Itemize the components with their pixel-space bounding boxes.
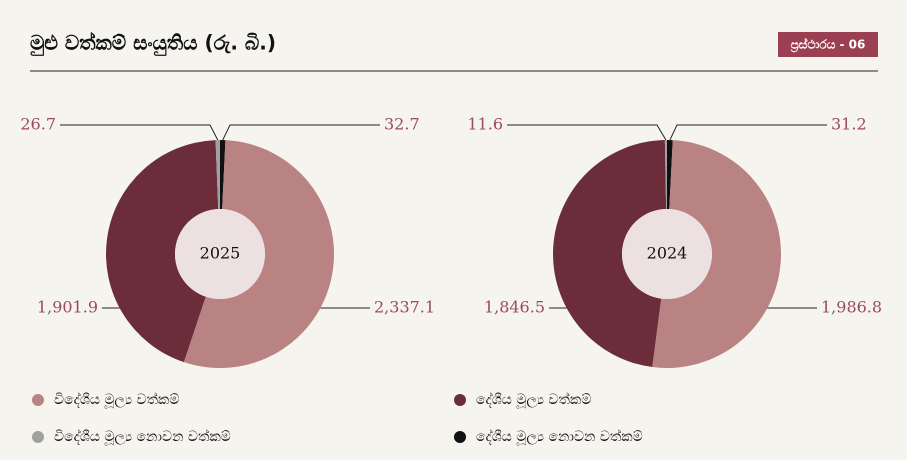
value-label: 31.2	[831, 115, 867, 134]
value-label: 11.6	[467, 115, 503, 134]
value-label: 2,337.1	[374, 298, 435, 317]
donut-slice	[552, 140, 667, 368]
legend-swatch	[454, 431, 466, 443]
value-label: 32.7	[384, 115, 420, 134]
value-label: 26.7	[20, 115, 56, 134]
donut-title: 2025	[200, 244, 241, 263]
donut-slice	[667, 140, 673, 210]
leader-line	[60, 124, 219, 141]
donut-center	[622, 209, 712, 299]
legend-label: දේශීය මූල්‍ය නොවන වත්කම්	[476, 429, 643, 446]
donut-slice	[652, 140, 781, 368]
leader-line	[507, 124, 667, 141]
legend-swatch	[32, 394, 44, 406]
leader-line	[222, 124, 380, 141]
donut-slice	[215, 140, 220, 210]
donut-slice	[220, 140, 226, 210]
value-label: 1,986.8	[821, 298, 882, 317]
badge	[778, 32, 878, 57]
donut-center	[175, 209, 265, 299]
page-title: මුළු වත්කම් සංයුතිය (රු. බි.)	[30, 30, 276, 57]
legend-label: දේශීය මූල්‍ය වත්කම්	[476, 392, 591, 409]
value-label: 1,901.9	[37, 298, 98, 317]
value-label: 1,846.5	[484, 298, 545, 317]
legend-swatch	[32, 431, 44, 443]
donut-slice	[183, 140, 334, 368]
donut-slice	[105, 140, 219, 363]
donut-title: 2024	[647, 244, 688, 263]
donut-slice	[664, 140, 667, 210]
legend-label: විදේශීය මූල්‍ය නොවන වත්කම්	[54, 429, 231, 446]
badge-text: ප්‍රස්ථාරය - 06	[791, 37, 866, 53]
legend-label: විදේශීය මූල්‍ය වත්කම්	[54, 392, 179, 409]
leader-line	[669, 124, 827, 141]
legend-swatch	[454, 394, 466, 406]
